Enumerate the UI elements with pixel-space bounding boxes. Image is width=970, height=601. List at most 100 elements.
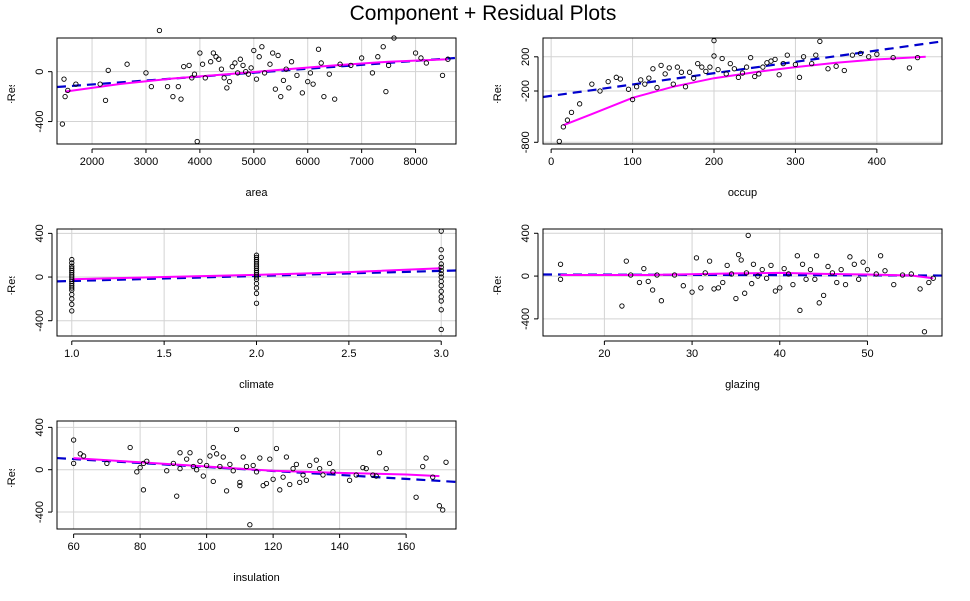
y-axis-title: Component+Residual(energy) xyxy=(6,17,18,164)
data-point xyxy=(423,60,429,66)
data-point xyxy=(383,465,389,472)
data-point xyxy=(633,84,640,90)
data-point xyxy=(253,300,260,306)
data-point xyxy=(439,72,446,79)
data-point xyxy=(360,464,366,471)
data-point xyxy=(440,507,446,513)
data-point xyxy=(59,121,66,127)
data-point xyxy=(438,294,444,300)
data-point xyxy=(226,78,233,85)
data-point xyxy=(293,461,300,468)
data-point xyxy=(229,64,235,70)
data-point xyxy=(280,474,286,480)
data-point xyxy=(237,56,243,62)
data-point xyxy=(849,52,856,58)
data-point xyxy=(358,55,365,61)
data-point xyxy=(864,267,871,273)
data-point xyxy=(899,272,906,278)
data-point xyxy=(723,71,729,77)
data-point xyxy=(178,96,184,102)
data-point xyxy=(177,465,183,472)
data-point xyxy=(203,462,210,469)
data-point xyxy=(678,69,685,75)
data-point xyxy=(739,70,746,76)
data-point xyxy=(703,68,709,74)
data-point xyxy=(270,50,276,56)
data-point xyxy=(253,290,260,297)
data-point xyxy=(834,279,840,286)
data-point xyxy=(882,268,888,274)
y-tick-label: 400 xyxy=(34,418,46,436)
data-point xyxy=(413,494,419,500)
data-point xyxy=(857,50,864,57)
y-axis-title: Component+Residual(energy) xyxy=(6,209,18,356)
data-point xyxy=(227,461,233,468)
y-tick-label: 0 xyxy=(34,274,46,280)
data-point xyxy=(380,44,386,50)
cr-panel-area: 2000 3000 4000 5000 6000 7000 8000 -400 0 area Com… xyxy=(6,17,457,199)
data-point xyxy=(80,453,87,459)
data-point xyxy=(65,87,71,94)
data-point xyxy=(742,290,748,296)
data-point xyxy=(658,62,664,69)
data-point xyxy=(97,81,103,87)
x-tick-label: 60 xyxy=(68,541,80,553)
data-point xyxy=(650,66,656,72)
data-point xyxy=(267,61,273,67)
data-point xyxy=(829,270,836,276)
data-point xyxy=(247,522,253,528)
data-point xyxy=(317,465,323,472)
data-point xyxy=(682,84,689,90)
x-axis-title: climate xyxy=(239,379,274,391)
data-point xyxy=(348,62,354,69)
data-point xyxy=(690,75,697,81)
data-point xyxy=(237,479,243,486)
data-point xyxy=(332,96,338,102)
data-point xyxy=(346,477,353,483)
data-point xyxy=(557,276,564,282)
data-point xyxy=(251,47,257,54)
data-point xyxy=(202,75,208,81)
data-point xyxy=(796,74,803,80)
data-point xyxy=(874,51,880,57)
data-point xyxy=(731,66,738,72)
data-point xyxy=(280,77,287,84)
y-tick-label: 0 xyxy=(520,273,532,279)
data-point xyxy=(891,281,897,288)
data-point xyxy=(287,481,293,488)
data-point xyxy=(860,259,866,265)
data-point xyxy=(825,66,831,72)
y-tick-label: -400 xyxy=(34,501,46,523)
data-point xyxy=(134,469,140,475)
data-point xyxy=(283,66,289,72)
data-point xyxy=(286,85,292,91)
data-point xyxy=(605,78,611,85)
data-point xyxy=(866,54,872,60)
x-tick-label: 100 xyxy=(197,541,215,553)
data-point xyxy=(921,329,928,335)
x-tick-label: 1.5 xyxy=(156,348,171,360)
data-point xyxy=(218,66,225,72)
data-point xyxy=(273,445,280,452)
data-point xyxy=(303,477,310,483)
data-point xyxy=(259,44,265,50)
data-point xyxy=(187,450,193,456)
x-tick-label: 5000 xyxy=(242,156,266,168)
data-point xyxy=(240,62,246,69)
data-point xyxy=(216,56,222,62)
data-point xyxy=(272,86,279,92)
data-point xyxy=(693,255,700,261)
data-point xyxy=(666,65,672,71)
data-point xyxy=(877,253,884,259)
data-point xyxy=(777,285,783,291)
data-point xyxy=(873,271,879,277)
x-axis-title: occup xyxy=(728,187,757,199)
data-point xyxy=(210,444,216,451)
data-point xyxy=(636,279,643,286)
data-point xyxy=(175,83,181,90)
data-point xyxy=(438,288,444,294)
x-tick-label: 6000 xyxy=(295,156,319,168)
data-point xyxy=(73,81,79,87)
data-point xyxy=(772,56,778,63)
data-point xyxy=(62,93,68,100)
